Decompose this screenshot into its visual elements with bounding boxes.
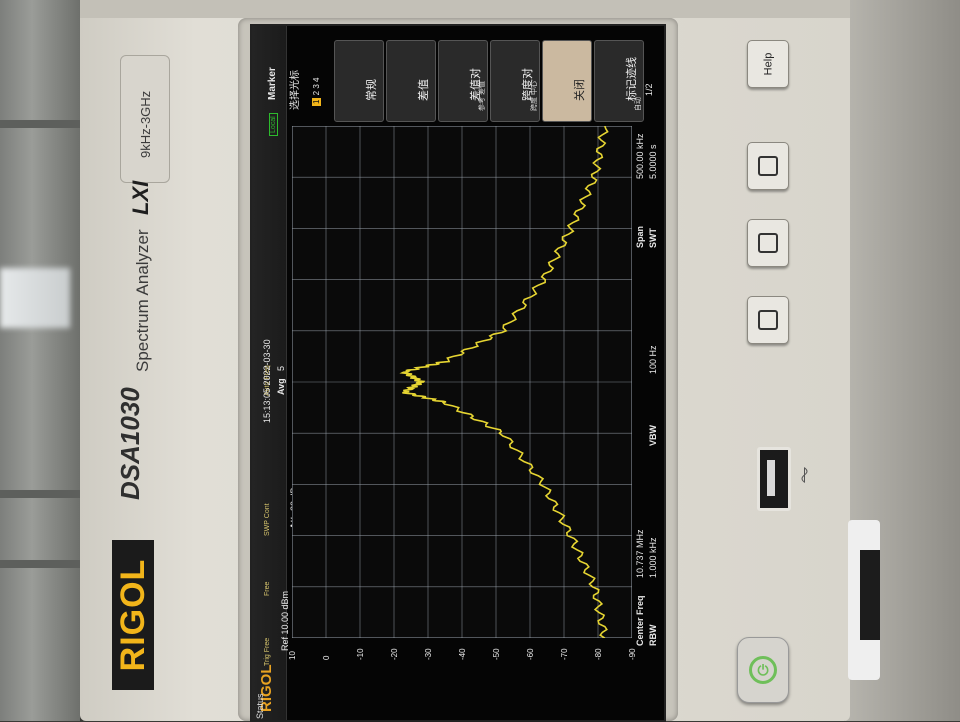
select-marker-label: 选择光标 <box>290 70 301 110</box>
softkey-marker-trace-sub: 自动 <box>635 97 642 111</box>
center-freq-value: 10.737 MHz <box>635 529 645 578</box>
zoom-icon <box>758 233 778 253</box>
frequency-range-badge <box>120 55 170 183</box>
softkey-delta-pair[interactable]: 差值对 参考 差值 <box>438 40 488 122</box>
help-button-label: Help <box>762 52 774 76</box>
local-badge: Local <box>269 113 278 136</box>
zoom-key-button[interactable] <box>747 219 789 267</box>
usb-icon: ⏦ <box>790 466 816 484</box>
amplitude-tick-label: -80 <box>594 648 603 660</box>
ref-level: Ref 10.00 dBm <box>280 590 290 651</box>
bracket-tab <box>860 550 880 640</box>
span-value: 500.00 kHz <box>635 133 645 179</box>
softkey-span-pair-sub: 跨度 中心 <box>531 81 538 111</box>
softkey-delta-pair-sub: 参考 差值 <box>479 81 486 111</box>
amplitude-tick-label: -20 <box>390 648 399 660</box>
side-bracket <box>848 520 880 680</box>
model-name: DSA1030 <box>115 387 145 500</box>
window-light <box>0 268 70 328</box>
softkey-delta-label: 差值 <box>418 79 430 101</box>
power-icon: ⏻ <box>749 656 777 684</box>
timestamp: 15:13:05 2022-03-30 <box>262 339 272 423</box>
marker-4[interactable]: 4 <box>312 77 321 82</box>
status-swp: SWP Cont <box>264 503 271 536</box>
softkey-normal-label: 常规 <box>366 79 378 101</box>
amplitude-tick-label: -60 <box>526 648 535 660</box>
display-key-button[interactable] <box>747 142 789 190</box>
menu-page-indicator: 1/2 <box>644 83 654 96</box>
marker-3[interactable]: 3 <box>312 84 321 89</box>
amplitude-tick-label: -50 <box>492 648 501 660</box>
help-button[interactable]: Help <box>747 40 789 88</box>
softkey-marker-trace-label: 标记迹线 <box>626 57 638 101</box>
vbw-label: VBW <box>648 425 658 446</box>
power-button[interactable]: ⏻ <box>737 637 789 703</box>
avg-label: Avg <box>276 378 286 395</box>
span-label: Span <box>635 225 645 248</box>
amplitude-tick-label: 0 <box>322 655 331 660</box>
amplitude-tick-label: -70 <box>560 648 569 660</box>
softkey-normal[interactable]: 常规 <box>334 40 384 122</box>
softkey-marker-trace[interactable]: 标记迹线 自动 <box>594 40 644 122</box>
amplitude-tick-label: -10 <box>356 648 365 660</box>
wall-shelf <box>0 560 80 568</box>
rbw-value: 1.000 kHz <box>648 537 658 578</box>
spectrum-plot <box>292 126 632 638</box>
menu-title: Marker <box>267 67 278 100</box>
instrument-bezel <box>80 0 850 18</box>
status-strip: RIGOL Status Trig Free Free SWP Cont Aut… <box>252 26 287 720</box>
marker-1[interactable]: 1 <box>312 97 321 106</box>
marker-number-list[interactable]: 1 2 3 4 <box>312 77 321 106</box>
rbw-label: RBW <box>648 624 658 647</box>
spectrum-trace <box>399 126 609 638</box>
softkey-off[interactable]: 关闭 <box>542 40 592 122</box>
softkey-delta[interactable]: 差值 <box>386 40 436 122</box>
swt-value: 5.0000 s <box>648 144 658 179</box>
vbw-value: 100 Hz <box>648 345 658 374</box>
window-icon <box>758 310 778 330</box>
frequency-range-text: 9kHz-3GHz <box>138 90 153 158</box>
softkey-off-label: 关闭 <box>574 79 586 101</box>
marker-2[interactable]: 2 <box>312 90 321 96</box>
status-trig: Trig Free <box>264 637 271 666</box>
avg-value: 5 <box>276 365 286 371</box>
amplitude-tick-label: -40 <box>458 648 467 660</box>
swt-label: SWT <box>648 228 658 248</box>
amplitude-tick-label: -30 <box>424 648 433 660</box>
usb-port[interactable] <box>757 447 791 511</box>
softkey-span-pair[interactable]: 跨度对 跨度 中心 <box>490 40 540 122</box>
wall-shelf <box>0 120 80 128</box>
product-name: Spectrum Analyzer <box>133 229 152 372</box>
amplitude-tick-label: -90 <box>628 648 637 660</box>
status-free: Free <box>264 581 271 596</box>
status-title: Status <box>255 693 265 719</box>
display-icon <box>758 156 778 176</box>
center-freq-label: Center Freq <box>635 595 645 646</box>
background-wall <box>0 0 80 721</box>
wall-shelf <box>0 490 80 498</box>
lcd-screen: RIGOL Status Trig Free Free SWP Cont Aut… <box>250 24 666 722</box>
rigol-logo: RIGOL <box>112 540 154 690</box>
lxi-logo: LXI <box>128 180 153 215</box>
amplitude-tick-label: 10 <box>288 651 297 660</box>
window-key-button[interactable] <box>747 296 789 344</box>
